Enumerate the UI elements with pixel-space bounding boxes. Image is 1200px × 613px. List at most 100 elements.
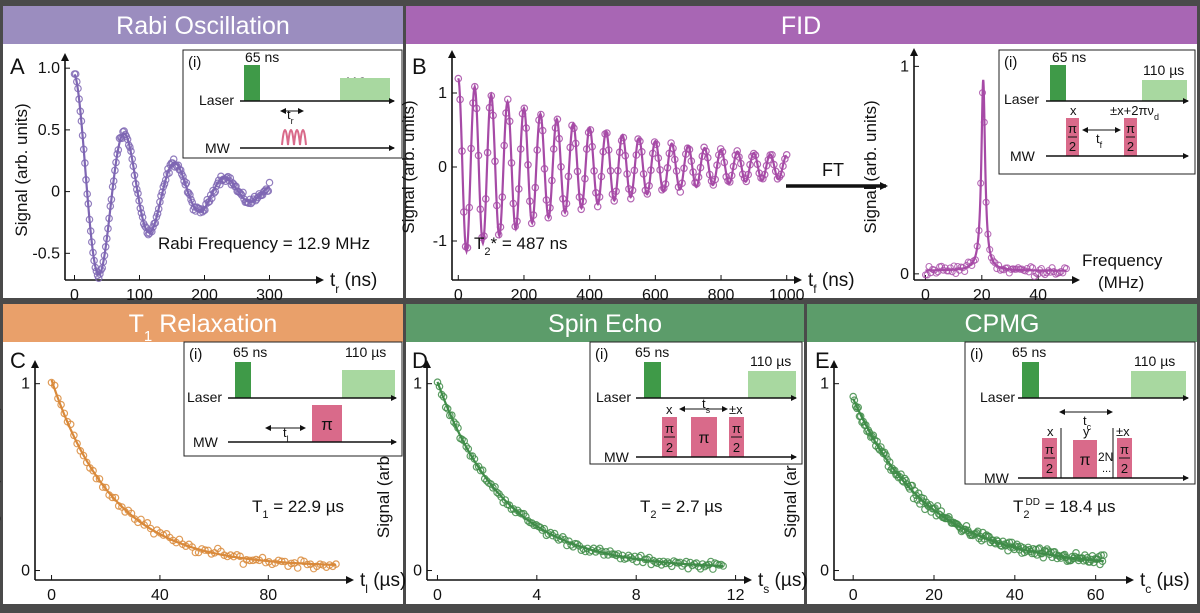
data-point-fid (749, 149, 758, 158)
data-point-echo (700, 562, 709, 571)
y-axis-label-rabi: Signal (arb. units) (12, 103, 31, 236)
inset-echo-laser-label: Laser (596, 389, 631, 405)
data-point-cpmg (1100, 551, 1108, 559)
x-tick-label-rabi: 200 (191, 287, 218, 304)
inset-cpmg-laser-pulse-short (1022, 362, 1039, 398)
x-tick-label-fid: 200 (511, 287, 538, 304)
fit-line-fid (457, 77, 788, 256)
inset-cpmg-pi-half-2-bot: 2 (1121, 461, 1128, 476)
ft-xlabel-2: (MHz) (1098, 273, 1144, 292)
inset-t1-laser-label: Laser (187, 389, 222, 405)
inset-cpmg: (i) 65 ns 110 µs Laser tc x y ±x π 2 π 2… (964, 341, 1196, 521)
x-tick-label-fid_ft: 20 (973, 287, 991, 304)
data-point-cpmg (1028, 549, 1036, 558)
x-tick-label-t1: 0 (47, 587, 56, 604)
inset-echo: (i) 65 ns 110 µs Laser x ±x ts π 2 π π 2… (589, 341, 803, 521)
data-point-cpmg (933, 502, 942, 510)
inset-rabi-label: (i) (188, 54, 201, 71)
fit-line-echo (436, 381, 724, 568)
inset-t1-mw-label: MW (193, 434, 219, 450)
inset-rabi-laser-pulse-short (244, 65, 260, 101)
data-point-echo (493, 488, 501, 497)
y-tick-label-fid_ft: 0 (900, 266, 909, 283)
y-tick-label-rabi: 1.0 (38, 60, 60, 77)
inset-t1-laser-pulse-long (342, 370, 395, 398)
data-point-echo (556, 535, 565, 543)
inset-echo-pi-half-1-top: π (665, 421, 674, 436)
inset-cpmg-phase-y: y (1083, 424, 1090, 439)
data-point-fid_ft (923, 271, 931, 279)
inset-fid-laser-pulse-short (1050, 65, 1066, 101)
data-point-cpmg (923, 501, 932, 509)
panel-letter-c: C (10, 348, 26, 373)
inset-fid-pulse1-label: 65 ns (1052, 49, 1086, 65)
inset-echo-pi-half-2-top: π (732, 421, 741, 436)
y-tick-label-t1: 1 (21, 376, 30, 393)
data-point-echo (458, 435, 466, 444)
ft-xlabel-1: Frequency (1082, 251, 1163, 270)
inset-cpmg-pi-label: π (1079, 452, 1090, 469)
data-point-t1 (293, 564, 302, 572)
y-tick-label-cpmg: 1 (820, 376, 829, 393)
inset-echo-mw-label: MW (604, 449, 630, 465)
data-point-cpmg (890, 466, 899, 475)
inset-cpmg-tau: tc (1083, 413, 1092, 432)
annotation-cpmg: T2DD = 18.4 µs (1013, 497, 1115, 521)
fid-extras: T2* = 487 ns FT Frequency (MHz) (i) 65 n… (474, 49, 1196, 292)
x-axis-label-rabi: tr (ns) (330, 270, 377, 296)
inset-echo-laser-pulse-long (748, 371, 796, 398)
inset-cpmg-phase2: ±x (1116, 424, 1130, 439)
data-point-cpmg (1072, 548, 1080, 557)
x-axis-label-fid: tf (ns) (808, 270, 855, 296)
data-point-echo (450, 418, 458, 426)
x-tick-label-fid_ft: 40 (1029, 287, 1047, 304)
data-point-t1 (89, 466, 97, 475)
header-cpmg-bg (807, 304, 1197, 342)
y-tick-label-echo: 0 (413, 563, 422, 580)
x-tick-label-t1: 40 (151, 587, 169, 604)
data-point-t1 (73, 439, 81, 448)
inset-fid-laser-pulse-long (1142, 80, 1187, 101)
x-tick-label-echo: 4 (532, 587, 541, 604)
inset-fid-laser-label: Laser (1004, 91, 1039, 107)
header-echo: Spin Echo (548, 310, 662, 338)
fit-line-rabi (73, 73, 271, 276)
inset-echo-phase1: x (666, 402, 673, 417)
chart-rabi: 0 100 200 300 -0.5 0 0.5 1.0 Signal (arb. units)… (12, 53, 377, 304)
inset-rabi-laser-pulse-long (340, 78, 390, 101)
inset-fid-mw-label: MW (1010, 148, 1036, 164)
ft-label: FT (822, 160, 844, 180)
x-tick-label-cpmg: 0 (849, 587, 858, 604)
inset-fid-pi-half-1-bot: 2 (1069, 139, 1076, 154)
inset-fid-pi-half-1-top: π (1068, 121, 1077, 136)
inset-fid-label: (i) (1004, 54, 1017, 71)
inset-rabi-laser-label: Laser (199, 92, 234, 108)
x-tick-label-fid_ft: 0 (921, 287, 930, 304)
x-tick-label-rabi: 100 (126, 287, 153, 304)
x-tick-label-fid: 1000 (769, 287, 805, 304)
inset-t1-laser-pulse-short (235, 362, 251, 398)
panel-letter-a: A (10, 54, 25, 79)
x-tick-label-echo: 8 (632, 587, 641, 604)
data-point-rabi (259, 187, 268, 196)
inset-rabi: (i) 65 ns 110 µs Laser tr MW Rabi Freque… (158, 49, 403, 253)
chart-fid_ft: 0 20 40 0 1 Signal (arb. units) (861, 48, 1080, 304)
y-tick-label-rabi: 0.5 (38, 122, 60, 139)
panel-letter-e: E (815, 348, 830, 373)
header-fid: FID (781, 12, 821, 40)
x-axis-label-cpmg: tc (µs) (1140, 570, 1190, 596)
data-point-echo (505, 501, 514, 510)
data-point-echo (528, 519, 536, 527)
annotation-rabi: Rabi Frequency = 12.9 MHz (158, 234, 370, 253)
inset-cpmg-pulse2-label: 110 µs (1134, 353, 1175, 369)
inset-rabi-tau: tr (287, 107, 294, 126)
data-point-fid (742, 177, 751, 186)
inset-t1: (i) 65 ns 110 µs Laser tl π MW T1 = 22.9… (183, 341, 403, 521)
data-point-echo (524, 516, 532, 525)
data-point-echo (433, 378, 442, 387)
y-axis-label-t1: Signal (arb. units) (0, 405, 1, 538)
inset-t1-pi-label: π (321, 415, 333, 434)
inset-fid-phase2: ±x+2πνd (1110, 103, 1159, 122)
